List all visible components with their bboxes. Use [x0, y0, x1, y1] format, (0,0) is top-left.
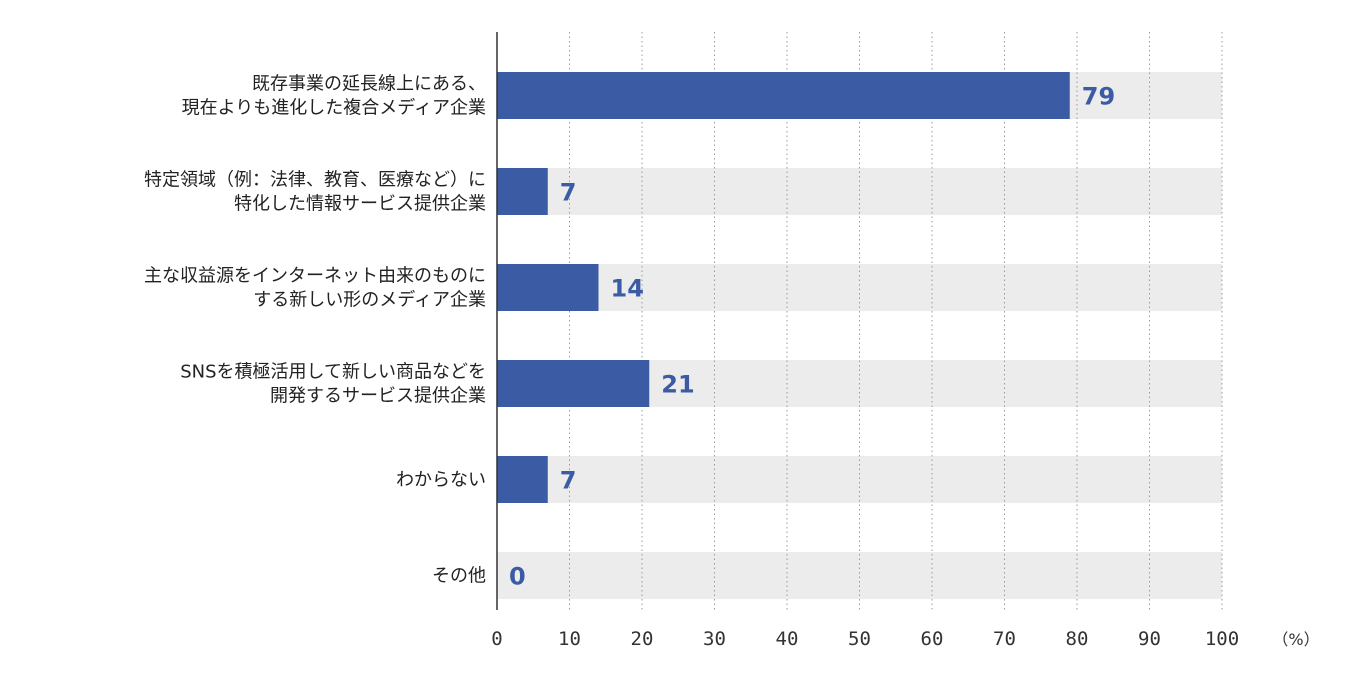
category-label-0-1: 現在よりも進化した複合メディア企業 [182, 98, 486, 119]
category-label-5-0: その他 [432, 566, 486, 587]
bar-0 [497, 72, 1070, 119]
category-label-0-0: 既存事業の延長線上にある、 [252, 74, 486, 95]
category-label-2-0: 主な収益源をインターネット由来のものに [144, 266, 486, 287]
category-label-1-1: 特化した情報サービス提供企業 [234, 194, 486, 215]
category-label-1-0: 特定領域（例：法律、教育、医療など）に [144, 170, 486, 191]
bar-4 [497, 456, 548, 503]
x-tick-label-60: 60 [921, 628, 944, 650]
value-label-5: 0 [509, 563, 526, 591]
value-label-0: 79 [1082, 83, 1115, 111]
x-tick-label-50: 50 [848, 628, 871, 650]
bar-3 [497, 360, 650, 407]
value-label-2: 14 [611, 275, 644, 303]
category-label-2-1: する新しい形のメディア企業 [253, 290, 486, 311]
x-tick-label-40: 40 [776, 628, 799, 650]
bars [497, 72, 1070, 503]
x-tick-label-30: 30 [703, 628, 726, 650]
x-tick-label-90: 90 [1138, 628, 1161, 650]
tick-labels: 0 10 20 30 40 50 60 70 80 90 100 [491, 628, 1239, 650]
category-label-3-1: 開発するサービス提供企業 [270, 386, 486, 407]
value-label-4: 7 [560, 467, 577, 495]
x-tick-label-0: 0 [491, 628, 502, 650]
category-labels: 既存事業の延長線上にある、現在よりも進化した複合メディア企業特定領域（例：法律、… [144, 74, 486, 587]
x-tick-label-80: 80 [1066, 628, 1089, 650]
x-tick-label-100: 100 [1205, 628, 1239, 650]
x-tick-label-70: 70 [993, 628, 1016, 650]
x-tick-label-10: 10 [558, 628, 581, 650]
value-label-3: 21 [661, 371, 694, 399]
grid-lines [569, 32, 1223, 610]
value-labels: 79 7 14 21 7 0 [509, 83, 1115, 591]
bar-track-1 [497, 168, 1222, 215]
unit-label: （%） [1272, 630, 1319, 649]
value-label-1: 7 [560, 179, 577, 207]
category-label-3-0: SNSを積極活用して新しい商品などを [180, 362, 486, 383]
category-label-4-0: わからない [396, 470, 486, 491]
bar-1 [497, 168, 548, 215]
bar-track-4 [497, 456, 1222, 503]
bar-2 [497, 264, 599, 311]
x-tick-label-20: 20 [631, 628, 654, 650]
bar-tracks [497, 72, 1222, 599]
